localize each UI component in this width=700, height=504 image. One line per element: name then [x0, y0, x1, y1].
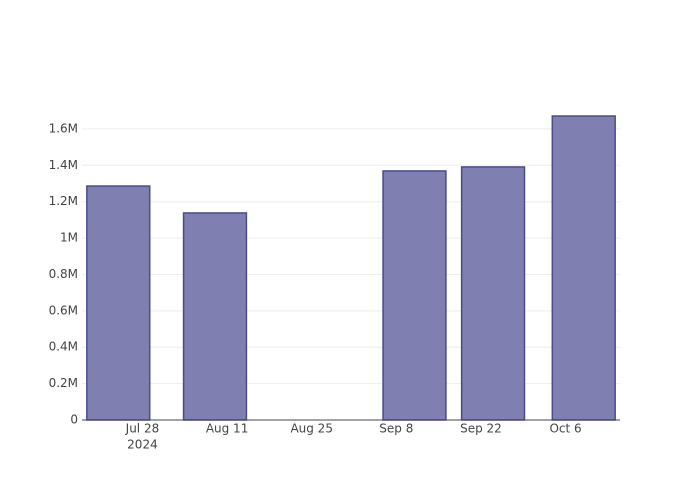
x-tick-label: Oct 6 [549, 422, 581, 436]
y-tick-label: 1.6M [49, 121, 78, 135]
y-tick-label: 0 [70, 413, 78, 427]
x-tick-label: Aug 11 [206, 422, 249, 436]
y-tick-label: 0.2M [49, 376, 78, 390]
x-tick-label: Aug 25 [290, 422, 333, 436]
x-tick-label: Sep 8 [379, 422, 413, 436]
bar [86, 185, 151, 421]
y-tick-label: 0.4M [49, 340, 78, 354]
x-tick-label: Jul 28 [125, 422, 160, 436]
bar [551, 115, 616, 421]
y-tick-label: 1M [60, 231, 78, 245]
y-tick-label: 1.4M [49, 158, 78, 172]
bar [460, 166, 526, 421]
y-tick-label: 0.8M [49, 267, 78, 281]
y-tick-label: 1.2M [49, 194, 78, 208]
x-tick-label: Sep 22 [460, 422, 502, 436]
bar [382, 170, 447, 421]
x-tick-year: 2024 [127, 438, 158, 452]
bar [182, 212, 248, 421]
y-tick-label: 0.6M [49, 303, 78, 317]
